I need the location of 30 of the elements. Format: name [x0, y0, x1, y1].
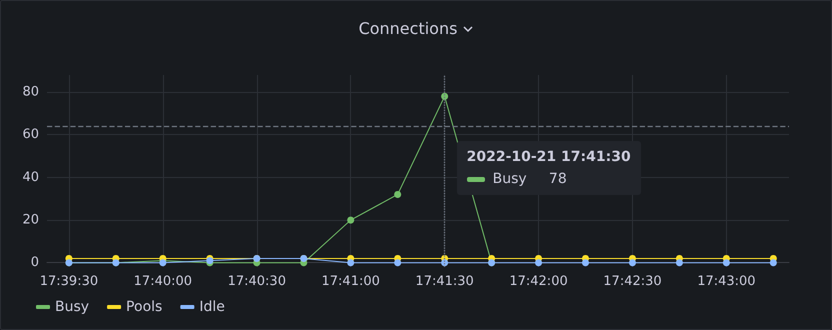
- x-tick-label: 17:43:00: [697, 274, 756, 289]
- y-tick-label: 60: [22, 127, 39, 142]
- x-tick-label: 17:40:30: [228, 274, 286, 289]
- point: [441, 92, 448, 100]
- y-tick-label: 40: [22, 170, 39, 185]
- point: [722, 259, 730, 266]
- point: [535, 259, 542, 266]
- point: [770, 259, 777, 266]
- x-tick-label: 17:39:30: [40, 274, 98, 289]
- x-tick-label: 17:40:00: [134, 274, 192, 289]
- y-tick-label: 80: [22, 84, 39, 100]
- x-tick-label: 17:41:30: [415, 274, 474, 289]
- annotation: Busy 78: [492, 171, 567, 187]
- x-tick-label: 17:42:00: [509, 274, 568, 289]
- legend-label: Pools: [126, 299, 162, 315]
- annotation: 2022-10-21 17:41:30: [466, 149, 631, 165]
- x-tick-label: 17:42:30: [603, 274, 662, 289]
- point: [676, 259, 683, 266]
- legend-label: Idle: [199, 299, 225, 315]
- point: [628, 259, 636, 266]
- point: [347, 216, 354, 224]
- y-tick-label: 0: [30, 255, 39, 270]
- point: [394, 259, 402, 266]
- y-tick-label: 20: [22, 212, 39, 228]
- chart-title: Connections: [358, 19, 458, 38]
- point: [347, 259, 354, 266]
- point: [582, 259, 589, 266]
- legend-label: Busy: [55, 299, 90, 315]
- x-tick-label: 17:41:00: [321, 274, 380, 289]
- point: [394, 190, 402, 198]
